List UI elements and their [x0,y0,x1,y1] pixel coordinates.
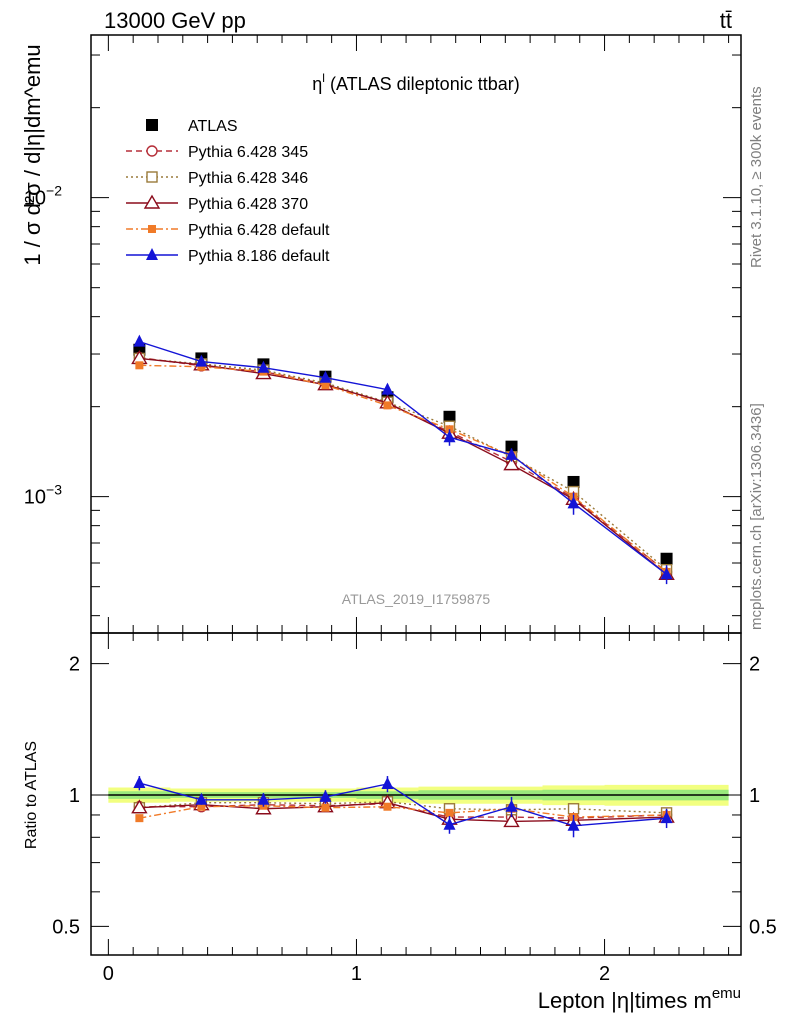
main-y-axis-label: 1 / σ d²σ / d|η|dm^emu [20,44,45,265]
main-pythia-8-186-default-point [567,496,580,509]
ratio-y-tick-label-right: 0.5 [749,916,777,938]
main-pythia-6-428-346-line [139,357,668,571]
main-atlas-point [443,410,456,423]
watermark: ATLAS_2019_I1759875 [342,591,491,607]
legend-marker-pythia-6-428-346 [146,171,158,183]
ratio-pythia-8-186-default-point [567,818,580,831]
main-plot-panel: 10−210−3 ηl (ATLAS dileptonic ttbar) 1 /… [20,34,742,634]
process-label: tt̄ [720,8,732,33]
ratio-pythia-6-428-default-point [135,814,144,823]
legend-label-pythia-6-428-370: Pythia 6.428 370 [188,196,308,213]
ratio-pythia-8-186-default-point [443,817,456,830]
y-tick-base: 10 [24,487,46,509]
rivet-version-label: Rivet 3.1.10, ≥ 300k events [748,86,765,268]
legend-label-pythia-6-428-345: Pythia 6.428 345 [188,144,308,161]
main-y-tick-label: 10−3 [24,482,62,509]
ratio-y-ticks [91,663,741,927]
main-pythia-6-428-370-point [503,456,520,471]
main-pythia-8-186-default-point [505,447,518,460]
x-tick-label: 0 [103,963,114,985]
plot-title-base: η [312,74,322,94]
legend-label-pythia-6-428-default: Pythia 6.428 default [188,222,330,239]
plot-title-superscript: l [322,71,325,85]
main-y-ticks [91,54,741,617]
x-tick-label: 2 [599,963,610,985]
y-tick-exponent: −2 [46,183,62,199]
ratio-y-tick-label-left: 2 [69,654,80,676]
legend-label-pythia-8-186-default: Pythia 8.186 default [188,248,330,265]
ratio-y-tick-label-right: 1 [749,785,760,807]
ratio-y-tick-label-left: 1 [69,785,80,807]
ratio-uncertainty-band [108,784,729,806]
legend-marker-pythia-6-428-370 [143,194,161,209]
ratio-pythia-8-186-default-point [505,799,518,812]
y-tick-base: 10 [24,188,46,210]
ratio-y-axis-label: Ratio to ATLAS [23,741,40,849]
ratio-pythia-8-186-default-point [195,792,208,805]
energy-label: 13000 GeV pp [104,8,246,33]
main-pythia-8-186-default-line [139,340,667,575]
ratio-y-tick-labels: 0.5 0.5 1 1 2 2 [52,654,777,939]
main-pythia-6-428-370-line [139,357,668,575]
main-pythia-6-428-default-point [135,361,144,370]
ratio-pythia-6-428-default-point [383,802,392,811]
ratio-pythia-6-428-370-point [131,799,148,814]
main-pythia-6-428-default-point [197,362,206,371]
legend-label-atlas: ATLAS [188,118,238,135]
main-pythia-6-428-default-line [139,364,668,573]
main-pythia-8-186-default-point [133,334,146,347]
main-pythia-6-428-345-line [139,356,668,573]
ratio-plot-panel: 0.5 0.5 1 1 2 2 Ratio to ATLAS 0 1 2 Lepton |η|… [23,35,777,1013]
ratio-pythia-6-428-default-point [321,803,330,812]
ratio-series-group [131,776,675,838]
main-pythia-8-186-default-point [195,354,208,367]
main-pythia-8-186-default-point [319,370,332,383]
main-pythia-8-186-default-point [257,360,270,373]
ratio-pythia-8-186-default-point [319,789,332,802]
main-pythia-8-186-default-point [660,567,673,580]
main-pythia-6-428-default-point [383,401,392,410]
plot-title-rest: (ATLAS dileptonic ttbar) [325,74,520,94]
ratio-pythia-6-428-370-line [139,802,667,823]
legend-marker-pythia-8-186-default [146,248,158,260]
x-tick-label: 1 [351,963,362,985]
main-atlas-point [505,440,518,453]
main-y-tick-labels: 10−210−3 [24,183,62,509]
x-axis-label: Lepton |η|times memu [538,985,741,1013]
ratio-pythia-6-428-370-point [503,813,520,828]
main-pythia-6-428-default-point [321,381,330,390]
main-pythia-8-186-default-point [381,382,394,395]
ratio-pythia-6-428-default-point [197,802,206,811]
plot-title: ηl (ATLAS dileptonic ttbar) [312,71,519,94]
legend-marker-pythia-6-428-345 [146,145,158,157]
legend-marker-atlas [146,119,158,131]
x-axis-ticks: 0 1 2 [103,35,730,985]
ratio-pythia-8-186-default-point [257,792,270,805]
legend-label-pythia-6-428-346: Pythia 6.428 346 [188,170,308,187]
ratio-pythia-6-428-default-line [139,805,667,819]
main-y-tick-label: 10−2 [24,183,62,210]
ratio-pythia-8-186-default-point [660,811,673,824]
main-atlas-point [567,475,580,488]
ratio-plot-frame [90,632,742,956]
main-pythia-8-186-default-point [443,430,456,443]
ratio-pythia-6-428-default-point [445,808,454,817]
x-axis-label-superscript: emu [712,985,741,1002]
ratio-y-tick-label-right: 2 [749,654,760,676]
main-series-group [131,334,675,585]
ratio-pythia-8-186-default-point [381,776,394,789]
ratio-pythia-8-186-default-point [133,776,146,789]
ratio-y-tick-label-left: 0.5 [52,916,80,938]
mcplots-label: mcplots.cern.ch [arXiv:1306.3436] [748,403,765,630]
main-atlas-point [660,552,673,565]
x-axis-label-base: Lepton |η|times m [538,988,712,1013]
legend-marker-pythia-6-428-default [148,225,156,233]
y-tick-exponent: −3 [46,482,62,498]
legend: ATLAS Pythia 6.428 345 Pythia 6.428 346 Pyt… [126,118,330,265]
